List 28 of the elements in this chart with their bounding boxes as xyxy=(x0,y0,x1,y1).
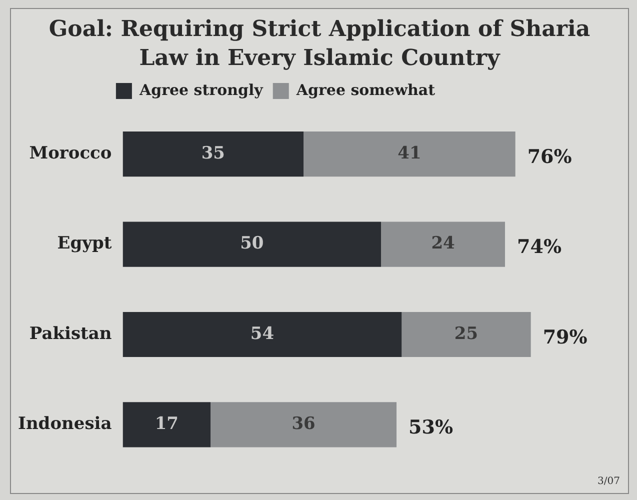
data-label: 50 xyxy=(240,234,264,254)
y-tick-label: Indonesia xyxy=(18,414,112,434)
text: 3/07 xyxy=(598,476,620,487)
legend-label: Agree somewhat xyxy=(295,80,436,99)
data-label: 25 xyxy=(454,324,478,344)
total-label: 76% xyxy=(527,146,572,168)
bar xyxy=(122,132,304,177)
bar xyxy=(402,312,531,358)
data-label: 54 xyxy=(250,324,274,344)
bar xyxy=(122,312,402,358)
data-label: 24 xyxy=(431,234,456,254)
bar xyxy=(304,132,516,177)
y-tick-label: Morocco xyxy=(29,144,112,164)
total-label: 79% xyxy=(542,326,588,348)
data-label: 36 xyxy=(292,414,316,434)
bar xyxy=(122,222,382,267)
bar xyxy=(381,222,506,267)
total-label: 74% xyxy=(517,236,562,258)
data-label: 41 xyxy=(398,144,422,164)
y-tick-label: Pakistan xyxy=(29,324,112,344)
legend-label: Agree strongly xyxy=(138,80,264,99)
bar xyxy=(122,402,211,448)
bar xyxy=(210,402,397,448)
data-label: 17 xyxy=(154,414,178,434)
data-label: 35 xyxy=(201,144,225,164)
total-label: 53% xyxy=(408,416,454,439)
chart-title: Goal: Requiring Strict Application of Sharia Law in Every Islamic Country xyxy=(48,15,592,73)
y-tick-label: Egypt xyxy=(57,234,112,254)
